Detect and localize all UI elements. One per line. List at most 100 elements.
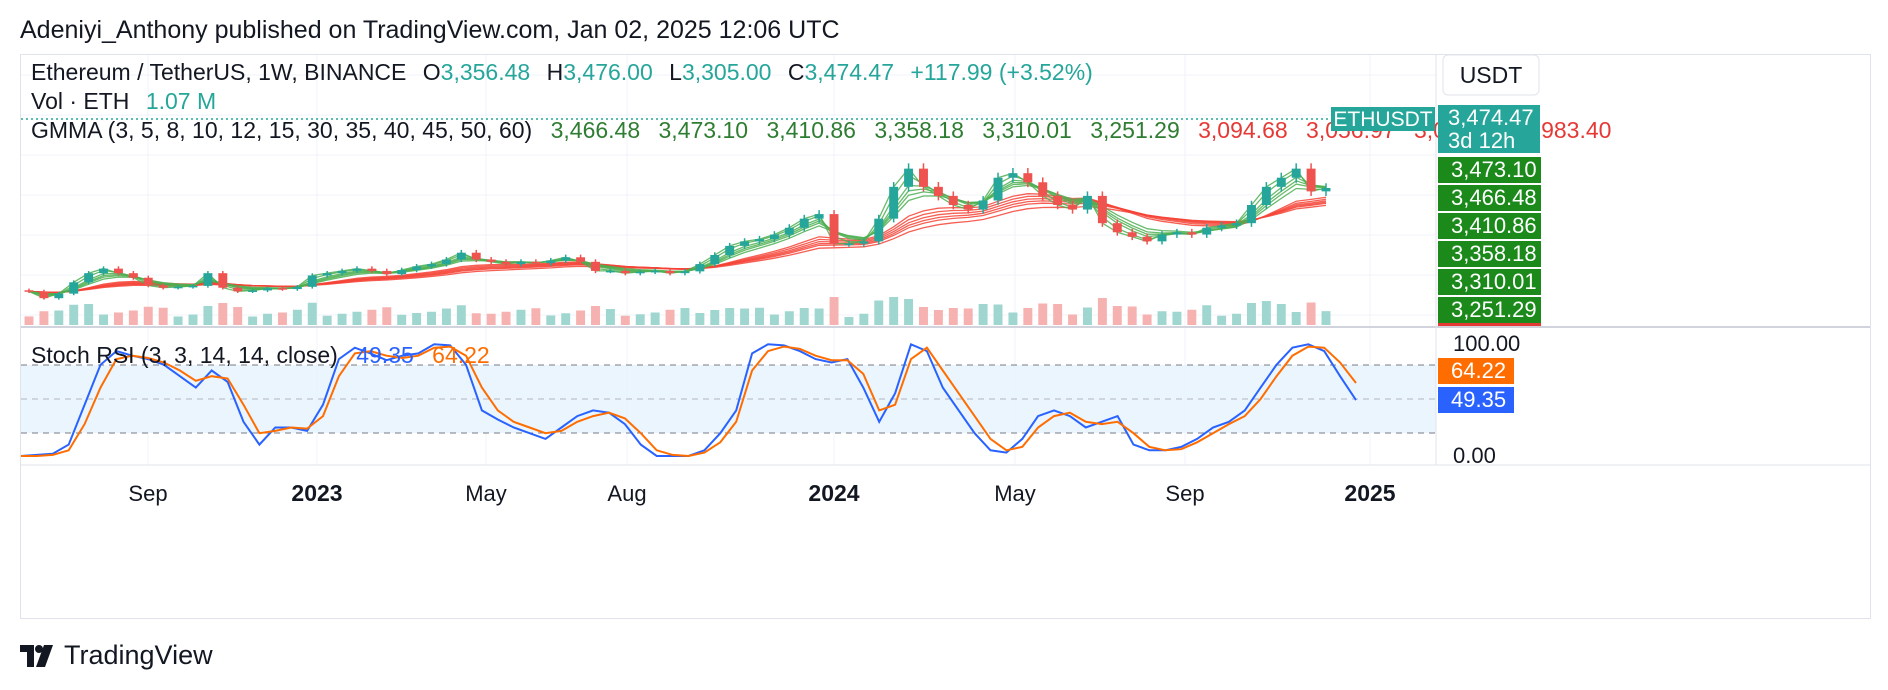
candle-body [1038,182,1048,196]
stoch-k-tag-value: 49.35 [1451,387,1506,412]
candle-body [352,268,362,271]
candle-body [1291,168,1301,178]
legend-symbol[interactable]: Ethereum / TetherUS, 1W, BINANCE O3,356.… [31,59,1093,85]
volume-bar [844,317,854,325]
time-label: May [994,481,1036,506]
gmma-tag-value: 3,473.10 [1451,157,1537,182]
volume-bar [471,313,481,325]
volume-bar [292,309,302,325]
volume-bar [233,307,243,325]
candle-body [292,286,302,290]
gmma-tag-value: 3,310.01 [1451,269,1537,294]
volume-bar [755,307,764,325]
chart-canvas[interactable]: Ethereum / TetherUS, 1W, BINANCE O3,356.… [20,54,1870,618]
volume-bar [635,314,645,325]
candle-body [486,259,496,262]
legend-gmma[interactable]: GMMA (3, 5, 8, 10, 12, 15, 30, 35, 40, 4… [31,117,1611,143]
candle-body [248,290,258,292]
candle-body [307,275,317,287]
volume-bar [1082,307,1092,325]
volume-bar [650,312,660,325]
candle-body [427,264,436,267]
volume-bar [1127,306,1137,325]
candle-body [218,273,228,288]
volume-bar [24,316,34,325]
volume-bar [1053,304,1063,325]
volume-bar [1261,301,1271,325]
legend-volume[interactable]: Vol · ETH 1.07 M [31,88,216,114]
candle-body [814,214,824,219]
candle-body [844,243,854,246]
currency-button[interactable] [1442,54,1540,96]
candle-body [173,286,183,289]
volume-bar [1172,311,1182,325]
stoch-d-tag [1438,358,1514,384]
candle-body [113,268,123,274]
candle-body [1321,188,1331,192]
candle-body [337,270,347,274]
candle-body [69,282,79,294]
volume-bar [710,310,720,325]
volume-bar [263,313,273,325]
volume-bar [173,316,183,325]
volume-bar [695,313,705,325]
candle-body [635,271,645,274]
candle-body [1187,232,1197,235]
candle-body [1127,232,1137,237]
candle-body [665,270,675,274]
volume-bar [874,300,884,325]
volume-bar [441,308,451,325]
candle-body [263,288,273,291]
volume-bar [1217,315,1227,325]
last-price-value: 3,474.47 [1448,105,1534,130]
footer-logo[interactable]: TradingView [20,640,213,671]
candle-body [203,273,213,286]
volume-bar [978,304,988,325]
volume-bar [1202,305,1212,325]
gmma-tag [1438,157,1541,183]
candle-body [501,261,511,265]
volume-bar [889,297,899,325]
chart-frame[interactable]: Ethereum / TetherUS, 1W, BINANCE O3,356.… [20,54,1871,619]
candle-body [1202,227,1212,235]
volume-bar [769,314,779,325]
candle-body [471,252,481,260]
time-label: Aug [607,481,646,506]
volume-bar [725,308,735,325]
volume-bars [24,297,1331,325]
candle-body [591,261,600,271]
volume-bar [1246,303,1256,325]
candle-body [1008,173,1018,178]
candle-body [531,261,541,264]
volume-bar [113,312,123,325]
candle-body [277,288,287,290]
candle-body [233,287,243,292]
volume-bar [99,314,109,325]
volume-bar [546,315,556,325]
candle-body [1097,195,1107,224]
gmma-tag [1438,185,1541,211]
candle-body [740,241,750,246]
volume-bar [1023,308,1033,325]
candle-body [859,241,869,244]
volume-bar [1142,314,1152,325]
candle-body [188,285,198,288]
stoch-axis-bottom: 0.00 [1453,443,1496,468]
time-label: Sep [128,481,167,506]
time-axis[interactable]: Sep 2023 May Aug 2024 May Sep 2025 [128,480,1395,506]
candle-body [441,259,451,265]
volume-bar [84,304,94,325]
stoch-rsi-lines [20,342,1357,458]
candle-body [1023,173,1033,183]
volume-bar [501,311,511,325]
volume-bar [1321,311,1331,325]
volume-bar [1008,312,1018,325]
volume-bar [516,309,526,325]
time-label: 2024 [808,480,859,506]
legend-stoch[interactable]: Stoch RSI (3, 3, 14, 14, close) 49.35 64… [31,342,490,368]
candle-body [546,260,556,264]
gmma-tag-value: 3,251.29 [1451,297,1537,322]
volume-bar [352,311,362,325]
volume-bar [948,308,958,325]
candle-body [1246,205,1256,224]
